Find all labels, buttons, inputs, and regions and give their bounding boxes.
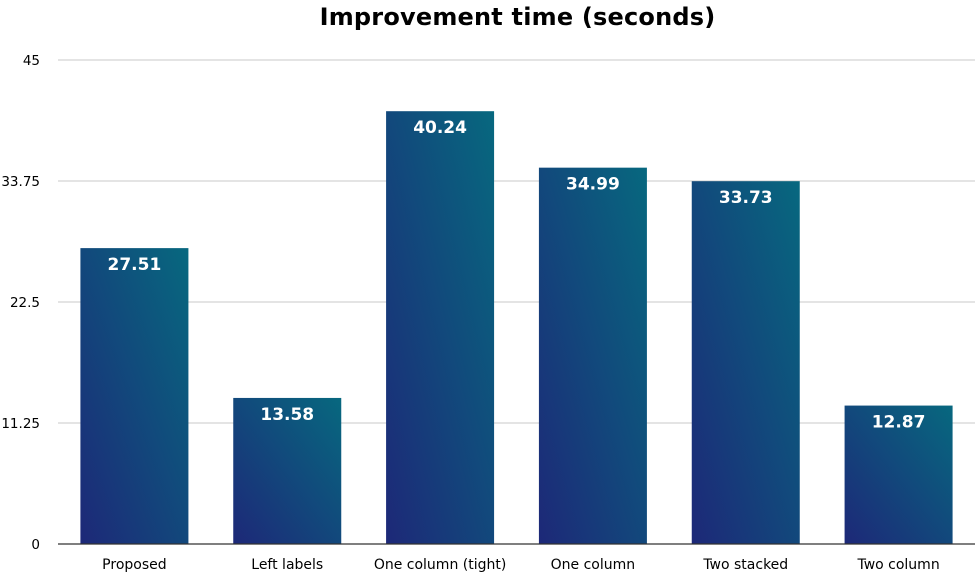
bar bbox=[691, 181, 800, 544]
x-category-label: One column (tight) bbox=[374, 557, 507, 573]
y-axis-ticks: 0 11.25 22.5 33.75 45 bbox=[1, 53, 40, 553]
bar bbox=[538, 167, 647, 544]
value-labels: 27.51 13.58 40.24 34.99 33.73 12.87 bbox=[108, 118, 926, 432]
x-category-label: Two stacked bbox=[702, 557, 788, 573]
y-tick-label: 33.75 bbox=[1, 174, 40, 190]
bar bbox=[844, 405, 953, 544]
x-category-label: Two column bbox=[856, 557, 939, 573]
y-tick-label: 22.5 bbox=[10, 295, 40, 311]
gridlines bbox=[58, 59, 975, 424]
bar bbox=[386, 111, 495, 544]
bars bbox=[80, 111, 953, 544]
bar-value-label: 13.58 bbox=[260, 405, 314, 425]
y-tick-label: 0 bbox=[31, 537, 40, 553]
bar-value-label: 12.87 bbox=[872, 413, 926, 433]
x-category-label: One column bbox=[551, 557, 636, 573]
y-tick-label: 11.25 bbox=[1, 416, 40, 432]
bar-value-label: 34.99 bbox=[566, 175, 620, 195]
x-axis-labels: Proposed Left labels One column (tight) One… bbox=[102, 557, 940, 573]
bar bbox=[233, 397, 342, 544]
x-category-label: Proposed bbox=[102, 557, 166, 573]
bar-value-label: 33.73 bbox=[719, 188, 773, 208]
chart-title: Improvement time (seconds) bbox=[319, 3, 716, 31]
x-category-label: Left labels bbox=[251, 557, 323, 573]
y-tick-label: 45 bbox=[23, 53, 40, 69]
bar-value-label: 40.24 bbox=[413, 118, 467, 138]
bar-value-label: 27.51 bbox=[108, 255, 162, 275]
bar bbox=[80, 248, 189, 544]
